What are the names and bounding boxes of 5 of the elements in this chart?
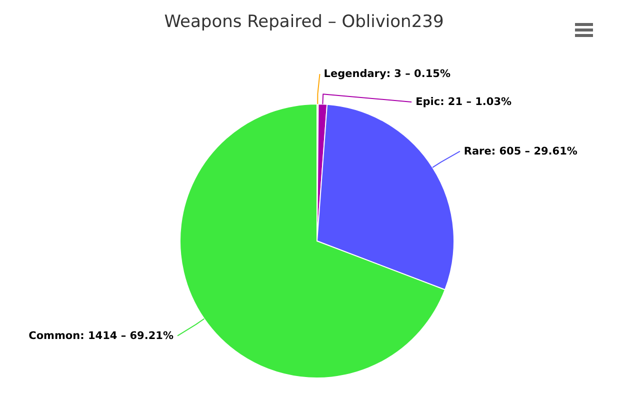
slice-label: Rare: 605 – 29.61%: [464, 145, 578, 158]
slice-label: Epic: 21 – 1.03%: [416, 96, 512, 108]
slice-label: Legendary: 3 – 0.15%: [324, 68, 451, 80]
chart-title: Weapons Repaired – Oblivion239: [163, 11, 445, 33]
slice-label: Common: 1414 – 69.21%: [28, 330, 174, 342]
